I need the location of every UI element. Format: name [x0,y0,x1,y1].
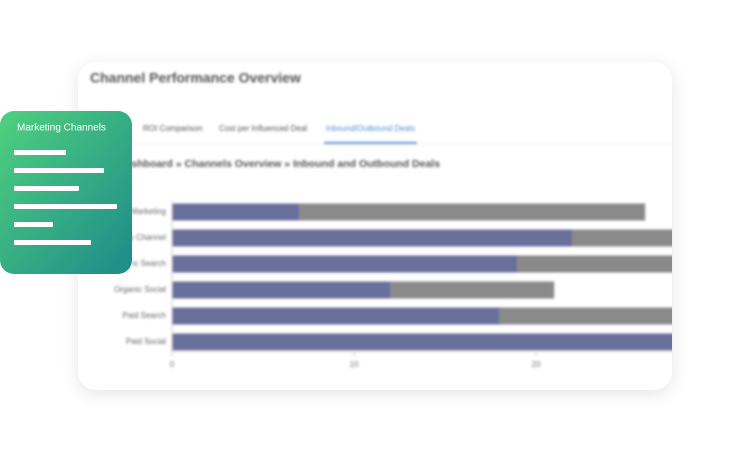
chart: 0 10 20 Marketing y Channel ic Search Organic … [114,200,734,369]
y-tick-label: Marketing [131,207,166,216]
side-card-bg [0,111,132,274]
breadcrumb: Dashboard » Channels Overview » Inbound … [118,158,440,170]
placeholder-line [14,240,91,245]
bar-segment [172,333,672,351]
card-content: Channel Performance Overview Dashboard »… [78,70,734,369]
bar-segment [172,307,500,325]
x-tick-label: 10 [350,360,359,369]
tab[interactable]: Cost per Influenced Deal [219,124,307,133]
bar-segment [517,255,672,273]
x-tick-label: 20 [532,360,541,369]
page-title: Channel Performance Overview [90,70,301,86]
bar-segment [172,255,518,273]
bar-segment [390,281,555,299]
bar-segment [499,307,672,325]
placeholder-line [14,204,117,209]
y-tick-label: Paid Social [126,337,166,346]
blurred-content: Channel Performance Overview Dashboard »… [78,70,734,369]
tab[interactable]: Inbound/Outbound Deals [326,124,415,133]
placeholder-line [14,168,104,173]
bar-segment [172,203,300,221]
side-card: Marketing Channels [0,111,132,274]
bar-segment [299,203,646,221]
y-tick-label: ic Search [133,259,166,268]
bar-segment [172,281,391,299]
side-card-title: Marketing Channels [17,123,106,134]
bar-segment [572,229,672,247]
y-tick-label: Organic Social [114,285,166,294]
y-tick-label: y Channel [130,233,166,242]
placeholder-line [14,222,53,227]
y-tick-label: Paid Search [122,311,166,320]
bar-segment [172,229,573,247]
x-tick-label: 0 [170,360,175,369]
tab[interactable]: ROI Comparison [143,124,203,133]
placeholder-line [14,150,66,155]
bar-segment [682,334,734,351]
placeholder-line [14,186,79,191]
